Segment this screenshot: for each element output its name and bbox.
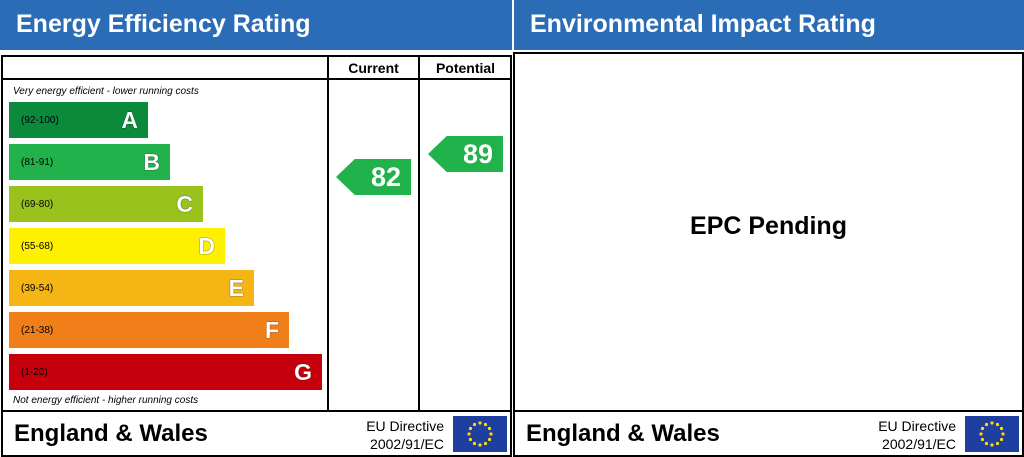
table-frame (1, 55, 512, 457)
rule (1, 78, 512, 80)
band-range: (1-20) (21, 367, 48, 378)
panel-title: Energy Efficiency Rating (0, 0, 512, 50)
panel-frame (513, 52, 1024, 457)
flag-field (965, 416, 1019, 452)
flag-star (478, 421, 482, 425)
flag-star (980, 437, 985, 442)
flag-star (483, 422, 488, 427)
band-letter: B (143, 149, 160, 175)
current-rating: 82 (336, 159, 411, 195)
column-header: Current (348, 60, 399, 76)
band-letter: D (198, 233, 215, 259)
footer-region: England & Wales (526, 420, 720, 447)
rating-band: (92-100) A (9, 102, 148, 138)
eu-flag (453, 416, 507, 452)
status: EPC Pending (690, 212, 847, 240)
flag-star (990, 443, 994, 447)
rule (513, 410, 1024, 412)
flag-star (999, 437, 1004, 442)
flag-field (453, 416, 507, 452)
flag-star (995, 441, 1000, 446)
flag-star (999, 426, 1004, 431)
flag-star (483, 441, 488, 446)
rating-band: (81-91) B (9, 144, 170, 180)
flag-star (487, 437, 492, 442)
panel-title: Environmental Impact Rating (514, 0, 1024, 50)
flag-star (980, 426, 985, 431)
flag-star (489, 432, 493, 436)
band-range: (21-38) (21, 325, 54, 336)
flag-star (979, 432, 983, 436)
rating-band: (39-54) E (9, 270, 254, 306)
bottom-note: Not energy efficient - higher running co… (13, 395, 199, 406)
eu-flag (965, 416, 1019, 452)
flag-star (468, 426, 473, 431)
band-range: (39-54) (21, 283, 54, 294)
rating-band: (55-68) D (9, 228, 225, 264)
rule (327, 55, 329, 411)
flag-star (984, 422, 989, 427)
band-range: (92-100) (21, 115, 59, 126)
rule (418, 55, 420, 411)
flag-star (984, 441, 989, 446)
band-letter: F (264, 317, 279, 343)
footer-directive: EU Directive (366, 418, 444, 434)
flag-star (478, 443, 482, 447)
band-letter: A (121, 107, 138, 133)
flag-star (468, 437, 473, 442)
top-note: Very energy efficient - lower running co… (13, 86, 199, 97)
band-range: (69-80) (21, 199, 54, 210)
band-letter: G (294, 359, 312, 385)
flag-star (1001, 432, 1005, 436)
band-range: (81-91) (21, 157, 54, 168)
flag-star (472, 422, 477, 427)
flag-star (995, 422, 1000, 427)
potential-rating: 89 (428, 136, 503, 172)
footer-directive-number: 2002/91/EC (882, 436, 956, 452)
footer-directive: EU Directive (878, 418, 956, 434)
band-letter: C (176, 191, 193, 217)
rating-band: (21-38) F (9, 312, 289, 348)
flag-star (467, 432, 471, 436)
band-range: (55-68) (21, 241, 54, 252)
flag-star (487, 426, 492, 431)
footer-directive-number: 2002/91/EC (370, 436, 444, 452)
rating-band: (69-80) C (9, 186, 203, 222)
rule (1, 410, 512, 412)
flag-star (990, 421, 994, 425)
rating-band: (1-20) G (9, 354, 322, 390)
footer-region: England & Wales (14, 420, 208, 447)
column-header: Potential (435, 60, 496, 76)
band-letter: E (228, 275, 244, 301)
flag-star (472, 441, 477, 446)
